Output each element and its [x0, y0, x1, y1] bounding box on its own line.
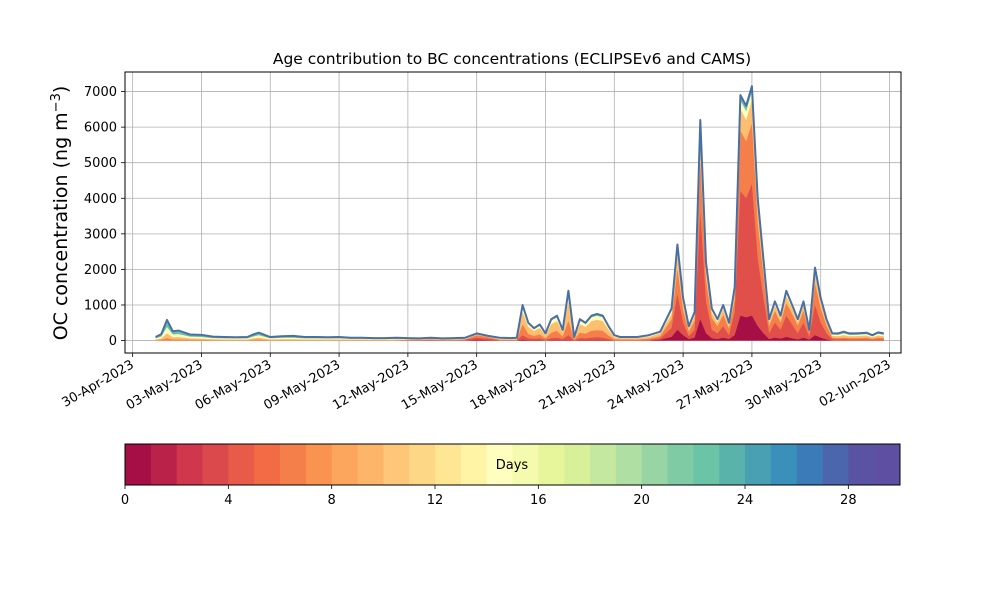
colorbar-tick-label: 24 — [737, 493, 754, 508]
colorbar-swatch — [590, 444, 617, 485]
x-tick-label: 24-May-2023 — [605, 357, 687, 413]
x-tick-label: 27-May-2023 — [674, 357, 756, 413]
colorbar-frame — [124, 443, 901, 486]
y-tick-label: 1000 — [84, 298, 117, 313]
colorbar-swatch — [254, 444, 281, 485]
x-tick-label: 12-May-2023 — [330, 357, 412, 413]
colorbar-swatch — [874, 444, 901, 485]
y-tick-label: 2000 — [84, 263, 117, 278]
colorbar-swatch — [538, 444, 565, 485]
colorbar-swatch — [770, 444, 798, 485]
colorbar-swatch — [615, 444, 643, 485]
colorbar-swatch — [693, 444, 720, 485]
colorbar-swatch — [486, 444, 513, 485]
colorbar-swatch — [305, 444, 333, 485]
y-tick-label: 6000 — [84, 121, 117, 136]
x-tick-label: 15-May-2023 — [399, 357, 481, 413]
colorbar-tick-label: 20 — [633, 493, 650, 508]
colorbar-swatch — [331, 444, 358, 485]
y-tick-label: 7000 — [84, 85, 117, 100]
colorbar-swatch — [383, 444, 410, 485]
colorbar-tick-label: 8 — [328, 493, 336, 508]
colorbar-swatches — [125, 444, 901, 485]
x-tick-label: 02-Jun-2023 — [817, 357, 894, 410]
colorbar-swatch — [228, 444, 255, 485]
y-axis-label: OC concentration (ng m−3) — [49, 86, 73, 341]
colorbar-swatch — [745, 444, 772, 485]
colorbar-tick-label: 0 — [121, 493, 129, 508]
x-axis: 30-Apr-202303-May-202306-May-202309-May-… — [60, 353, 894, 413]
colorbar-swatch — [150, 444, 178, 485]
colorbar-swatch — [667, 444, 694, 485]
age-stacked-areas — [155, 87, 884, 341]
total-concentration-line — [155, 85, 884, 340]
colorbar-swatch — [357, 444, 384, 485]
colorbar-swatch — [796, 444, 823, 485]
colorbar-swatch — [409, 444, 436, 485]
y-tick-label: 5000 — [84, 156, 117, 171]
chart-title: Age contribution to BC concentrations (E… — [273, 50, 751, 68]
colorbar-swatch — [641, 444, 668, 485]
colorbar-tick-label: 4 — [224, 493, 232, 508]
colorbar-swatch — [460, 444, 488, 485]
colorbar-label: Days — [496, 458, 529, 473]
colorbar: Days 0 4 8 12 16 20 24 28 — [121, 443, 901, 508]
colorbar-swatch — [512, 444, 539, 485]
x-tick-label: 09-May-2023 — [261, 357, 343, 413]
total-line — [155, 85, 884, 340]
x-tick-label: 30-May-2023 — [743, 357, 825, 413]
x-tick-label: 18-May-2023 — [468, 357, 550, 413]
colorbar-ticks: 0 4 8 12 16 20 24 28 — [121, 485, 857, 508]
y-tick-label: 0 — [109, 334, 117, 349]
colorbar-swatch — [176, 444, 203, 485]
colorbar-swatch — [719, 444, 746, 485]
x-tick-label: 21-May-2023 — [537, 357, 619, 413]
y-tick-label: 4000 — [84, 192, 117, 207]
y-axis-label-superscript: −3 — [49, 93, 64, 112]
colorbar-swatch — [822, 444, 849, 485]
colorbar-tick-label: 16 — [530, 493, 547, 508]
x-tick-label: 06-May-2023 — [193, 357, 275, 413]
y-axis-label-close: ) — [50, 86, 72, 93]
colorbar-swatch — [435, 444, 462, 485]
colorbar-swatch — [202, 444, 229, 485]
y-tick-label: 3000 — [84, 227, 117, 242]
colorbar-tick-label: 12 — [427, 493, 444, 508]
x-tick-label: 03-May-2023 — [124, 357, 206, 413]
y-axis-label-text: OC concentration (ng m — [50, 112, 72, 340]
colorbar-swatch — [564, 444, 591, 485]
y-axis: 0 1000 2000 3000 4000 5000 6000 7000 — [84, 85, 125, 349]
colorbar-swatch — [280, 444, 307, 485]
colorbar-tick-label: 28 — [840, 493, 857, 508]
age-area-4-days — [155, 184, 884, 341]
colorbar-swatch — [125, 444, 152, 485]
age-area-1-days — [155, 315, 884, 341]
plot-frame — [124, 71, 902, 354]
colorbar-swatch — [848, 444, 875, 485]
